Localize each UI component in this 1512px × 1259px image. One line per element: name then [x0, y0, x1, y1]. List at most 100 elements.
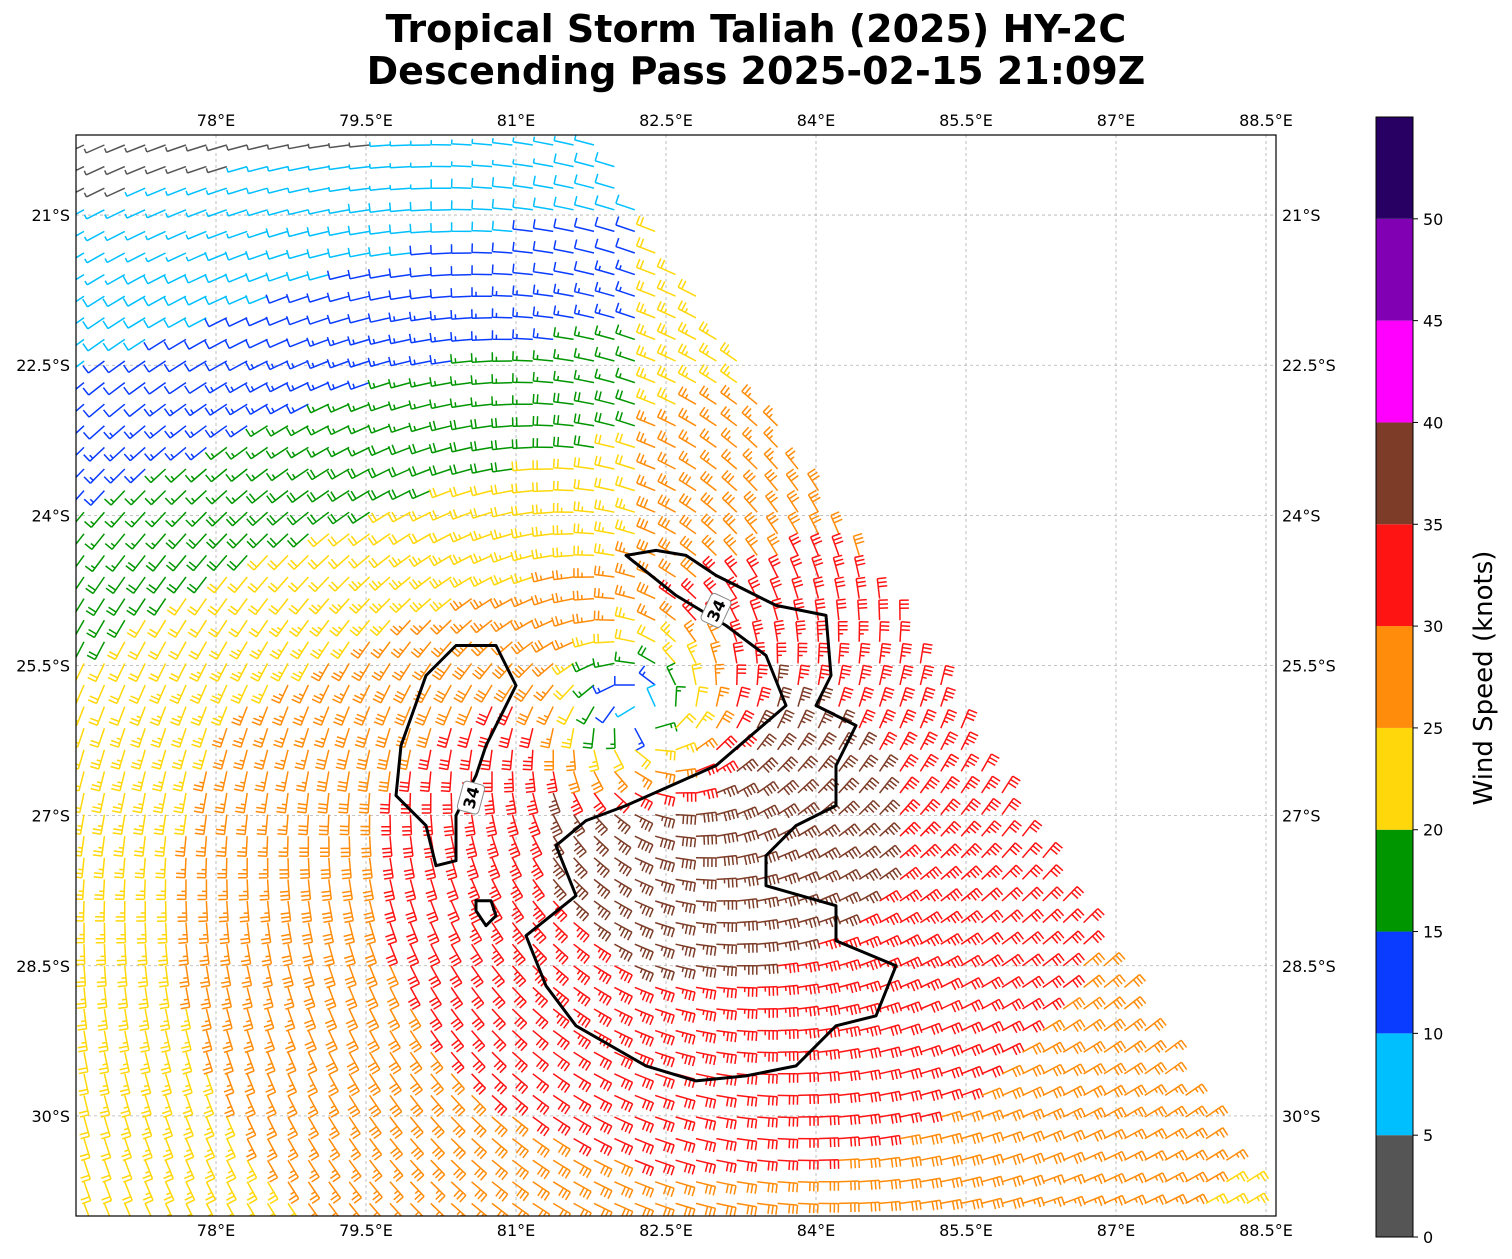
wind-barb — [1042, 886, 1064, 902]
wind-barb — [296, 792, 310, 814]
wind-barb — [471, 986, 485, 1010]
wind-barb — [699, 406, 717, 427]
wind-barb — [572, 613, 595, 624]
wind-barb — [525, 771, 536, 794]
wind-barb — [635, 301, 656, 319]
wind-barb — [285, 338, 309, 348]
wind-barb — [328, 576, 350, 592]
wind-barb — [409, 184, 431, 190]
wind-barb — [348, 164, 370, 170]
wind-barb — [552, 1116, 571, 1136]
wind-barb — [161, 1095, 173, 1118]
wind-barb — [281, 944, 294, 967]
wind-barb — [572, 590, 595, 601]
wind-barb — [1001, 953, 1025, 967]
chart-title-line-1: Tropical Storm Taliah (2025) HY-2C — [385, 7, 1127, 51]
wind-barb — [83, 230, 105, 242]
wind-barb — [95, 922, 106, 944]
contour-label: 34 — [700, 593, 732, 628]
wind-barb — [899, 599, 909, 621]
wind-barb — [1001, 998, 1025, 1012]
wind-barb — [306, 271, 330, 281]
wind-barb — [183, 338, 207, 350]
wind-barb — [859, 1025, 882, 1037]
wind-barb — [265, 403, 289, 415]
wind-barb — [553, 218, 574, 233]
wind-barb — [594, 216, 615, 233]
wind-barb — [280, 900, 292, 923]
wind-barb — [205, 230, 228, 240]
wind-barb — [79, 1116, 91, 1140]
wind-barb — [76, 792, 85, 814]
wind-barb — [205, 1181, 217, 1205]
wind-barb — [816, 620, 827, 642]
wind-barb — [636, 624, 656, 643]
wind-barb — [105, 554, 126, 572]
wind-barb — [341, 857, 352, 880]
wind-barb — [163, 295, 187, 307]
wind-barb — [307, 209, 329, 215]
wind-barb — [406, 922, 419, 946]
wind-barb — [408, 510, 432, 522]
wind-barb — [185, 209, 207, 218]
wind-barb — [491, 396, 513, 407]
wind-barb — [146, 598, 167, 616]
wind-barb — [747, 576, 761, 599]
wind-barb — [573, 523, 595, 535]
wind-barb — [552, 878, 567, 902]
wind-barb — [797, 848, 821, 861]
wind-barb — [699, 470, 717, 492]
wind-barb — [185, 533, 207, 550]
wind-barb — [879, 889, 903, 903]
wind-barb — [818, 1159, 840, 1170]
wind-barb — [594, 151, 615, 168]
wind-barb — [721, 491, 738, 513]
wind-barb — [347, 554, 371, 569]
wind-barb — [1103, 952, 1126, 967]
wind-barb — [388, 533, 411, 546]
wind-barb — [165, 209, 187, 219]
wind-barb — [225, 511, 248, 527]
wind-barb — [532, 350, 554, 362]
wind-barb — [287, 1181, 300, 1205]
wind-barb — [919, 709, 937, 729]
wind-barb — [858, 822, 881, 837]
wind-barb — [450, 641, 473, 657]
wind-barb — [720, 406, 738, 427]
wind-barb — [1062, 1041, 1086, 1055]
wind-barb — [279, 879, 291, 901]
wind-barb — [345, 987, 358, 1010]
wind-barb — [715, 735, 738, 751]
wind-barb — [429, 310, 452, 321]
wind-barb — [348, 1181, 362, 1204]
wind-barb — [797, 755, 819, 772]
wind-barb — [430, 1094, 445, 1118]
wind-barb — [298, 814, 310, 836]
wind-barb — [1001, 864, 1024, 880]
wind-barb — [292, 706, 310, 726]
wind-barb — [614, 1094, 634, 1113]
wind-barb — [347, 489, 370, 502]
wind-barb — [287, 554, 309, 570]
wind-barb — [103, 468, 126, 484]
wind-barb — [414, 706, 432, 726]
wind-barb — [657, 430, 676, 449]
wind-barb — [428, 420, 452, 432]
wind-barb — [1083, 930, 1105, 945]
wind-barb — [1103, 1150, 1127, 1162]
wind-barb — [285, 425, 309, 437]
wind-barb — [430, 1159, 446, 1182]
wind-barb — [677, 364, 697, 384]
wind-barb — [532, 219, 554, 233]
wind-barb — [403, 857, 415, 880]
wind-barb — [364, 922, 377, 946]
wind-barb — [1124, 1084, 1147, 1098]
wind-barb — [124, 252, 146, 263]
wind-barb — [491, 1094, 508, 1117]
wind-barb — [446, 879, 459, 903]
wind-barb — [817, 664, 831, 686]
wind-barb — [920, 1133, 943, 1145]
wind-barb — [878, 731, 898, 751]
wind-barb — [335, 749, 350, 770]
wind-barb — [1001, 909, 1024, 924]
